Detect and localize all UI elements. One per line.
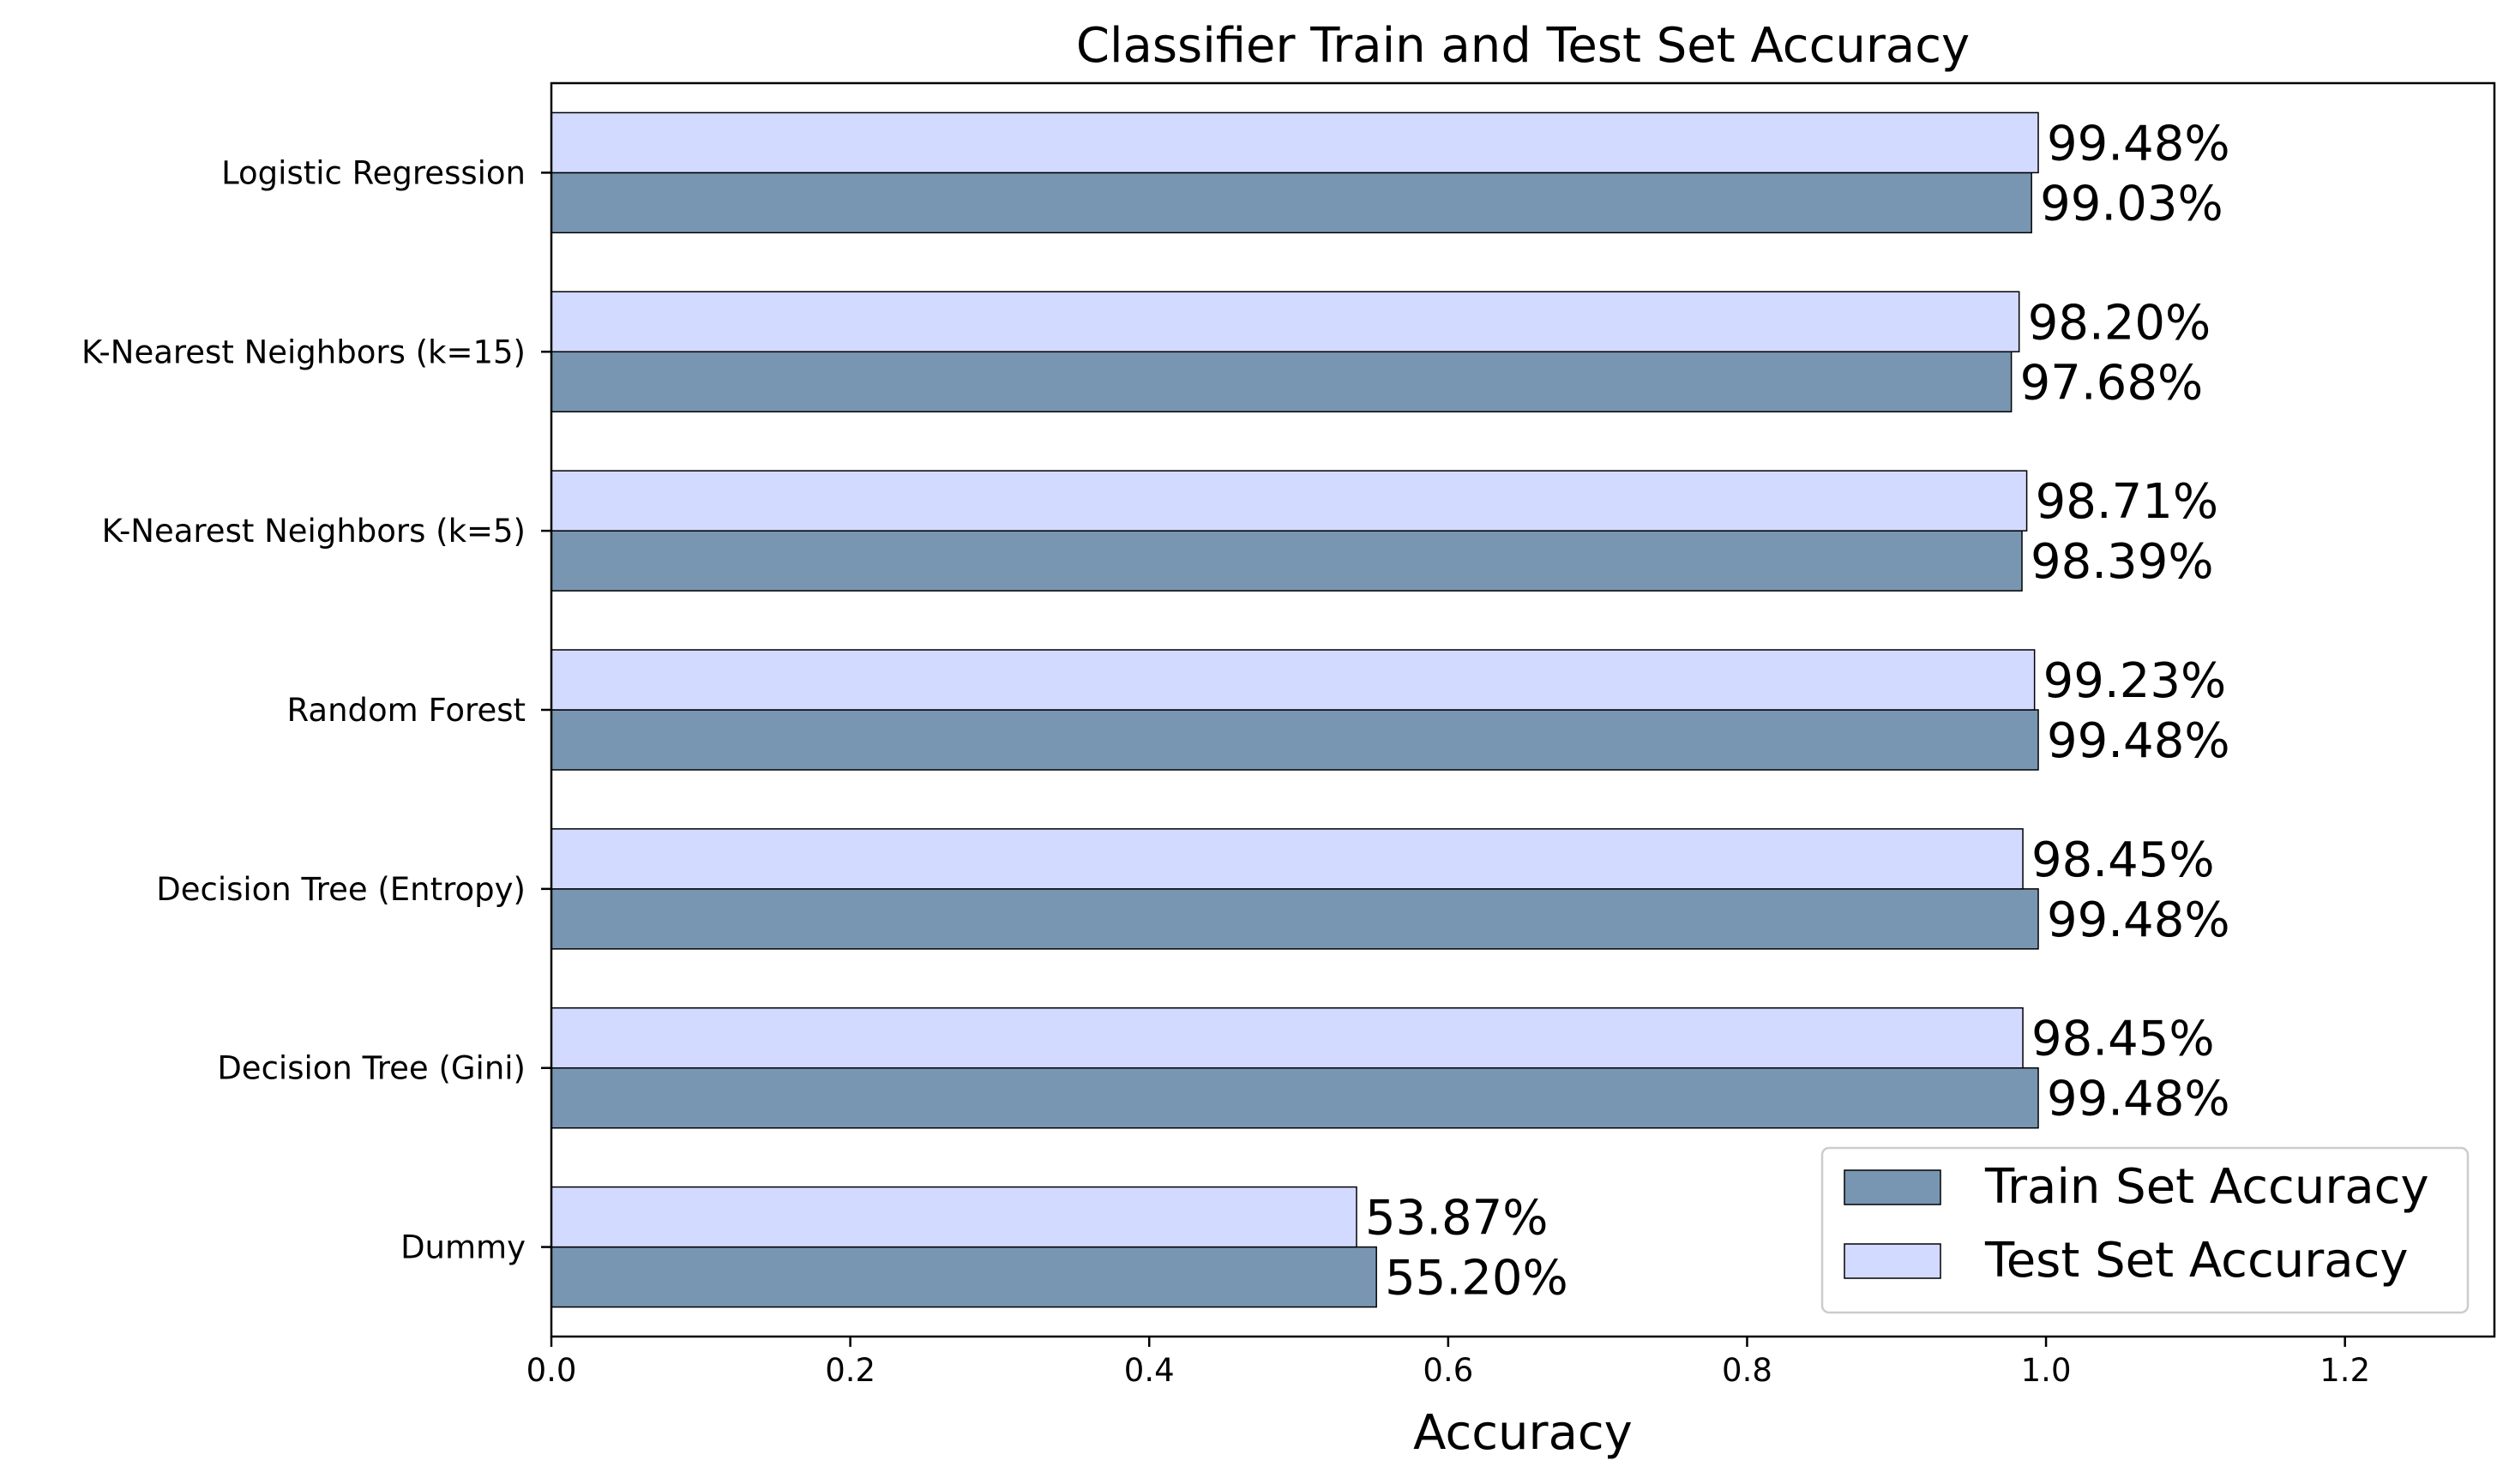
x-tick-label: 0.4 — [1124, 1352, 1175, 1389]
y-tick-label-dummy: Dummy — [400, 1229, 526, 1266]
bar-labels-layer: 55.20%53.87%99.48%98.45%99.48%98.45%99.4… — [1365, 116, 2230, 1306]
y-tick-label-logistic-regression: Logistic Regression — [221, 154, 526, 191]
legend-label-test-set-accuracy: Test Set Accuracy — [1984, 1233, 2409, 1289]
legend-swatch-train-set-accuracy — [1844, 1169, 1941, 1205]
x-tick-label: 1.0 — [2021, 1352, 2072, 1389]
bar-train-decision-tree-entropy — [551, 888, 2039, 950]
bar-label-test-k-nearest-neighbors-k-5: 98.71% — [2036, 474, 2219, 530]
x-tick-label: 0.6 — [1423, 1352, 1473, 1389]
legend-box — [1820, 1146, 2470, 1314]
bar-label-train-logistic-regression: 99.03% — [2040, 176, 2223, 231]
bar-test-decision-tree-entropy — [551, 828, 2024, 890]
y-tick-label-k-nearest-neighbors-k-5: K-Nearest Neighbors (k=5) — [102, 513, 526, 550]
bar-label-test-logistic-regression: 99.48% — [2047, 116, 2230, 171]
bar-label-train-k-nearest-neighbors-k-5: 98.39% — [2031, 534, 2214, 590]
bar-label-train-random-forest: 99.48% — [2047, 713, 2230, 769]
chart-title: Classifier Train and Test Set Accuracy — [1076, 18, 1970, 74]
bar-label-train-k-nearest-neighbors-k-15: 97.68% — [2020, 355, 2204, 411]
ticks-layer: Dummy Decision Tree (Gini) Decision Tree (… — [81, 154, 2370, 1389]
bar-test-dummy — [551, 1186, 1357, 1248]
bar-test-random-forest — [551, 649, 2036, 711]
x-axis-title: Accuracy — [1413, 1405, 1633, 1461]
bar-label-test-dummy: 53.87% — [1365, 1191, 1549, 1247]
x-tick-label: 1.2 — [2319, 1352, 2370, 1389]
y-tick-label-k-nearest-neighbors-k-15: K-Nearest Neighbors (k=15) — [81, 333, 526, 370]
legend: Train Set Accuracy Test Set Accuracy — [1820, 1146, 2470, 1314]
bar-label-train-decision-tree-gini: 99.48% — [2047, 1072, 2230, 1127]
x-tick-label: 0.2 — [825, 1352, 875, 1389]
bar-label-train-decision-tree-entropy: 99.48% — [2047, 892, 2230, 948]
bar-label-test-random-forest: 99.23% — [2043, 653, 2227, 709]
plot-frame — [550, 81, 2496, 1338]
bar-test-decision-tree-gini — [551, 1006, 2024, 1069]
bar-train-k-nearest-neighbors-k-15 — [551, 351, 2013, 413]
bar-train-dummy — [551, 1246, 1377, 1308]
y-tick-label-random-forest: Random Forest — [287, 692, 526, 729]
bar-test-logistic-regression — [551, 111, 2039, 174]
legend-label-train-set-accuracy: Train Set Accuracy — [1984, 1159, 2429, 1215]
y-tick-label-decision-tree-gini: Decision Tree (Gini) — [217, 1050, 526, 1087]
y-tick-label-decision-tree-entropy: Decision Tree (Entropy) — [156, 871, 526, 908]
x-tick-label: 0.0 — [526, 1352, 577, 1389]
legend-swatch-test-set-accuracy — [1844, 1243, 1941, 1279]
x-tick-label: 0.8 — [1722, 1352, 1772, 1389]
bar-train-decision-tree-gini — [551, 1066, 2039, 1129]
bar-test-k-nearest-neighbors-k-15 — [551, 291, 2020, 353]
bars-layer — [551, 111, 2039, 1308]
bar-train-logistic-regression — [551, 171, 2032, 234]
bar-label-test-decision-tree-entropy: 98.45% — [2031, 832, 2215, 888]
bar-label-test-decision-tree-gini: 98.45% — [2031, 1012, 2215, 1067]
bar-train-random-forest — [551, 709, 2039, 771]
bar-test-k-nearest-neighbors-k-5 — [551, 470, 2028, 532]
bar-label-test-k-nearest-neighbors-k-15: 98.20% — [2028, 295, 2211, 351]
bar-label-train-dummy: 55.20% — [1385, 1251, 1568, 1307]
bar-train-k-nearest-neighbors-k-5 — [551, 530, 2023, 592]
